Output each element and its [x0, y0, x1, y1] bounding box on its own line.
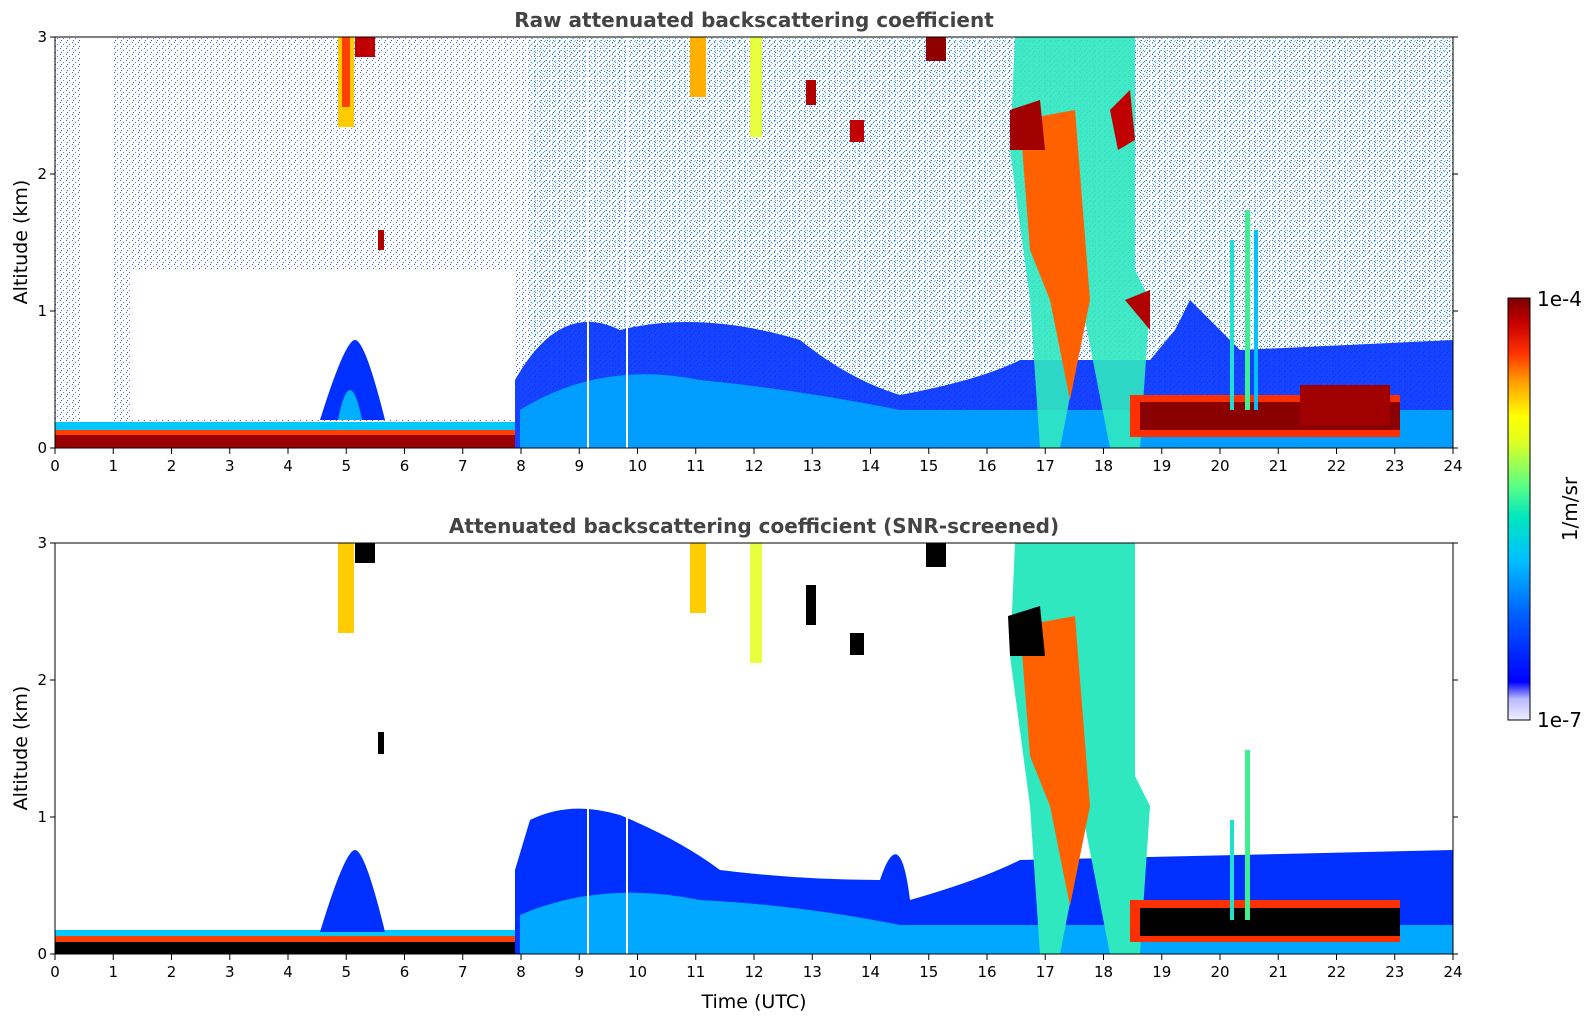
raw-xtick-label: 8	[516, 457, 526, 475]
raw-xtick-label: 3	[225, 457, 235, 475]
raw-xtick-label: 23	[1385, 457, 1404, 475]
raw-xtick-label: 22	[1327, 457, 1346, 475]
raw-xtick-label: 5	[341, 457, 351, 475]
colorbar-max-label: 1e-4	[1537, 287, 1582, 311]
snr-xtick-label: 14	[861, 963, 880, 981]
snr-xtick-label: 24	[1443, 963, 1462, 981]
snr-xtick-label: 18	[1094, 963, 1113, 981]
snr-xlabel: Time (UTC)	[700, 991, 806, 1013]
snr-ytick-label: 1	[37, 808, 47, 826]
raw-xtick-label: 10	[628, 457, 647, 475]
raw-xtick-label: 12	[744, 457, 763, 475]
snr-ytick-label: 0	[37, 945, 47, 963]
snr-xtick-label: 16	[977, 963, 996, 981]
snr-xtick-label: 17	[1036, 963, 1055, 981]
snr-xtick-label: 7	[458, 963, 468, 981]
snr-xtick-label: 5	[341, 963, 351, 981]
snr-xtick-label: 22	[1327, 963, 1346, 981]
raw-heatmap	[55, 37, 1453, 448]
snr-xtick-label: 8	[516, 963, 526, 981]
raw-xtick-label: 0	[50, 457, 60, 475]
raw-ylabel: Altitude (km)	[10, 180, 32, 305]
raw-xtick-label: 18	[1094, 457, 1113, 475]
raw-ytick-label: 1	[37, 302, 47, 320]
colorbar-unit-label: 1/m/sr	[1558, 476, 1582, 541]
colorbar-gradient	[1507, 297, 1531, 721]
snr-ytick-label: 3	[37, 534, 47, 552]
raw-xtick-label: 14	[861, 457, 880, 475]
snr-ylabel: Altitude (km)	[10, 686, 32, 811]
snr-xtick-label: 15	[919, 963, 938, 981]
snr-xtick-label: 3	[225, 963, 235, 981]
raw-xtick-label: 7	[458, 457, 468, 475]
raw-xtick-label: 16	[977, 457, 996, 475]
snr-xtick-label: 0	[50, 963, 60, 981]
snr-heatmap	[55, 543, 1453, 954]
snr-xtick-label: 13	[803, 963, 822, 981]
panel-snr: Attenuated backscattering coefficient (S…	[10, 514, 1463, 1013]
snr-xtick-label: 11	[686, 963, 705, 981]
raw-xtick-label: 1	[108, 457, 118, 475]
snr-xtick-label: 10	[628, 963, 647, 981]
snr-xtick-label: 23	[1385, 963, 1404, 981]
raw-ytick-label: 3	[37, 28, 47, 46]
raw-axis-ticks: 0 1 2 3 4 5 6 7 8 9 10 11 12 13 14 15 16 17 18 19 20 21 22 23 24…	[37, 28, 1462, 475]
panel-raw: Raw attenuated backscattering coefficien…	[10, 8, 1463, 475]
colorbar-min-label: 1e-7	[1537, 708, 1582, 732]
raw-xtick-label: 6	[400, 457, 410, 475]
snr-xtick-label: 21	[1269, 963, 1288, 981]
panel-raw-title: Raw attenuated backscattering coefficien…	[514, 8, 994, 32]
snr-xtick-label: 19	[1152, 963, 1171, 981]
raw-xtick-label: 20	[1210, 457, 1229, 475]
raw-xtick-label: 21	[1269, 457, 1288, 475]
raw-ytick-label: 2	[37, 165, 47, 183]
snr-xtick-label: 2	[167, 963, 177, 981]
raw-xtick-label: 17	[1036, 457, 1055, 475]
raw-xtick-label: 11	[686, 457, 705, 475]
raw-xtick-label: 9	[574, 457, 584, 475]
panel-snr-title: Attenuated backscattering coefficient (S…	[449, 514, 1059, 538]
snr-xtick-label: 9	[574, 963, 584, 981]
snr-xtick-label: 20	[1210, 963, 1229, 981]
snr-xtick-label: 4	[283, 963, 293, 981]
raw-xtick-label: 2	[167, 457, 177, 475]
snr-axis-ticks: 0 1 2 3 4 5 6 7 8 9 10 11 12 13 14 15 16 17 18 19 20 21 22 23 24…	[37, 534, 1462, 981]
snr-xtick-label: 1	[108, 963, 118, 981]
snr-xtick-label: 6	[400, 963, 410, 981]
snr-ytick-label: 2	[37, 671, 47, 689]
raw-xtick-label: 13	[803, 457, 822, 475]
raw-ytick-label: 0	[37, 439, 47, 457]
snr-xtick-label: 12	[744, 963, 763, 981]
raw-xtick-label: 4	[283, 457, 293, 475]
raw-xtick-label: 24	[1443, 457, 1462, 475]
raw-xtick-label: 15	[919, 457, 938, 475]
raw-xtick-label: 19	[1152, 457, 1171, 475]
colorbar: 1e-4 1e-7 1/m/sr	[1507, 287, 1582, 732]
